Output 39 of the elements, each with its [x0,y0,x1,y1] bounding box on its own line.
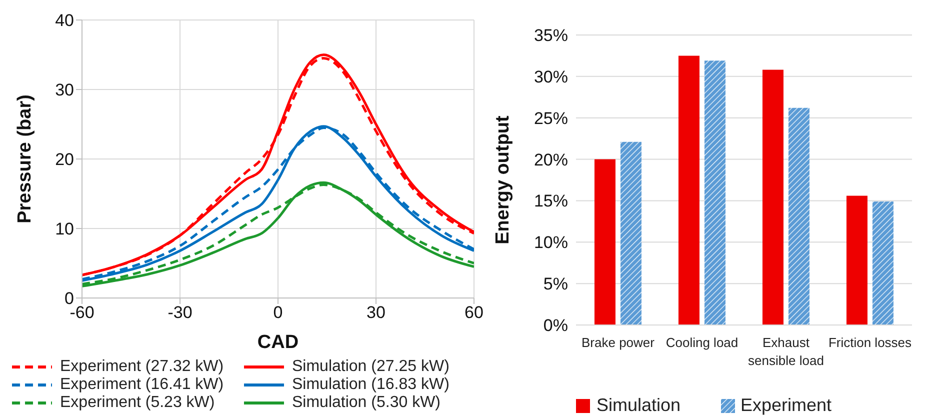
y-tick-label: 40 [55,11,74,30]
x-tick-label: Brake power [582,335,656,350]
x-tick-label: 0 [273,303,283,322]
y-tick-label: 25% [534,108,568,128]
legend-label: Experiment [740,395,832,416]
bar [872,202,894,325]
y-tick-label: 0% [543,316,568,336]
y-tick-label: 20 [55,150,74,170]
legend-label: Simulation (5.30 kW) [292,394,440,412]
bar [704,60,726,325]
x-tick-label: 60 [464,303,484,322]
bar [620,142,642,325]
legend-label: Experiment (5.23 kW) [60,394,215,412]
x-tick-label: Exhaust sensible load [748,335,824,368]
y-tick-label: 5% [543,274,568,294]
legend-label: Experiment (16.41 kW) [60,376,224,394]
y-tick-label: 15% [534,192,568,211]
y-tick-label: 35% [534,26,568,46]
legend-label: Experiment (27.32 kW) [60,358,224,376]
bar [788,108,810,325]
x-axis-title: CAD [257,332,299,353]
y-tick-label: 30% [534,67,568,86]
legend-label: Simulation [596,395,680,416]
y-tick-label: 20% [534,150,568,170]
bar [594,159,616,325]
legend-label: Simulation (27.25 kW) [292,358,450,376]
y-tick-label: 30 [55,80,74,100]
x-tick-label: Cooling load [666,335,738,350]
legend-label: Simulation (16.83 kW) [292,376,450,394]
y-axis-title: Energy output [492,114,514,244]
bar [846,196,868,325]
y-tick-label: 10% [534,233,568,252]
y-axis-title: Pressure (bar) [14,94,36,224]
x-tick-label: Friction losses [828,335,912,350]
bar [678,56,700,325]
bar [762,70,784,325]
x-tick-label: 30 [366,303,386,322]
x-tick-label: -30 [168,303,192,322]
y-tick-label: 10 [55,220,74,239]
